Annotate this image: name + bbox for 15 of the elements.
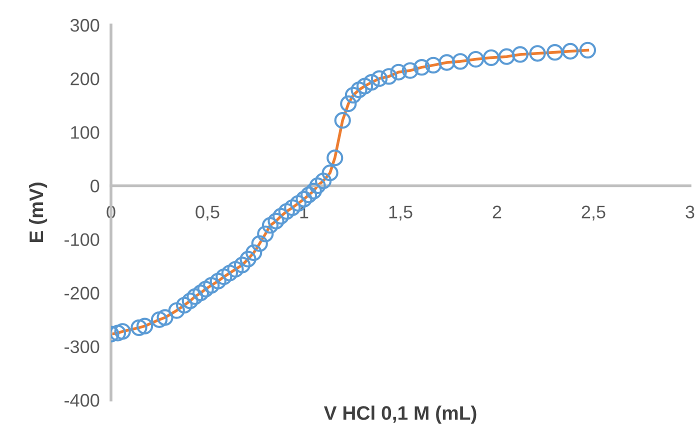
- x-tick-label: 3: [686, 206, 694, 218]
- y-tick-label: -400: [64, 394, 100, 407]
- x-axis-title: V HCl 0,1 M (mL): [324, 406, 476, 424]
- y-axis-title: E (mV): [28, 182, 48, 242]
- x-tick-label: 2,5: [582, 206, 606, 221]
- y-tick-label: -100: [64, 233, 100, 246]
- x-tick-label: 1,5: [389, 206, 412, 221]
- x-tick-label: 0,5: [196, 206, 220, 221]
- y-tick-label: -300: [64, 340, 100, 354]
- y-tick-label: 100: [71, 126, 100, 139]
- y-tick-label: 200: [70, 72, 100, 86]
- y-tick-label: -200: [64, 286, 100, 300]
- y-tick-label: 300: [70, 18, 100, 32]
- x-tick-label: 2: [492, 206, 502, 218]
- y-tick-label: 0: [90, 180, 100, 192]
